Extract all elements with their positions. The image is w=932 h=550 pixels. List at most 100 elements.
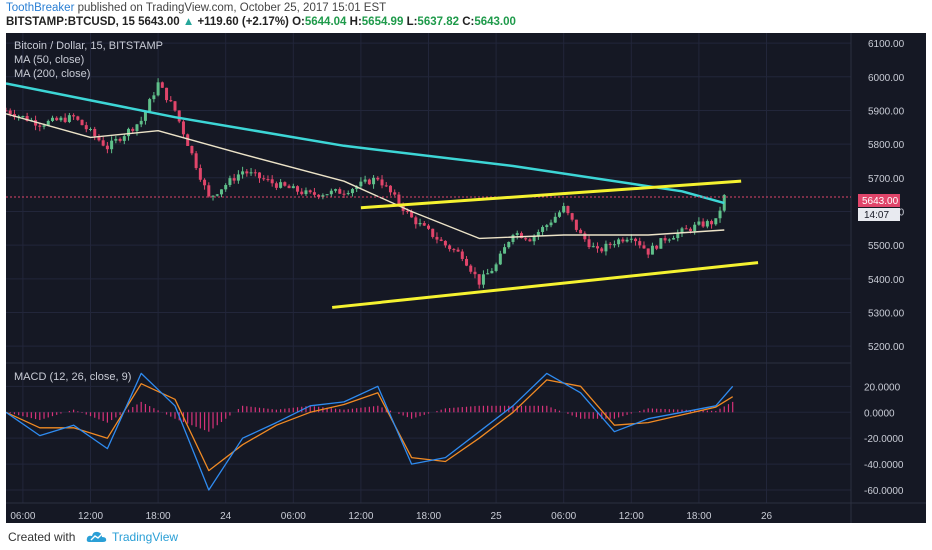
candle-body xyxy=(165,87,169,101)
candle-body xyxy=(536,231,540,236)
candle-body xyxy=(249,172,253,174)
grid-layer xyxy=(6,33,851,503)
signal-line xyxy=(5,379,734,472)
candle-body xyxy=(355,186,359,190)
candle-body xyxy=(418,223,422,225)
candle-body xyxy=(363,179,367,182)
candle-body xyxy=(287,185,291,189)
candle-body xyxy=(528,239,532,242)
candle-body xyxy=(258,172,261,179)
candle-body xyxy=(481,274,485,285)
tradingview-brand[interactable]: TradingView xyxy=(112,530,179,544)
time-tick-label: 12:00 xyxy=(78,511,103,522)
candle-body xyxy=(274,183,278,188)
price-tick-label: 5900.00 xyxy=(868,106,905,117)
high-value: 5654.99 xyxy=(361,16,404,28)
candle-body xyxy=(181,121,185,135)
candle-body xyxy=(207,185,211,197)
candle-body xyxy=(655,245,659,249)
ma50-line xyxy=(5,113,725,240)
candle-body xyxy=(608,243,612,245)
open-label: O: xyxy=(292,16,305,28)
author-link[interactable]: ToothBreaker xyxy=(6,2,75,14)
candle-body xyxy=(663,238,667,241)
price-tick-label: 5500.00 xyxy=(868,241,905,252)
chart-svg[interactable]: 6100.006000.005900.005800.005700.005600.… xyxy=(4,33,926,523)
candle-body xyxy=(118,138,122,141)
countdown-value: 14:07 xyxy=(864,210,889,221)
candle-body xyxy=(587,239,591,248)
candle-body xyxy=(553,216,557,223)
chart-area[interactable]: 6100.006000.005900.005800.005700.005600.… xyxy=(4,33,926,523)
macd-line xyxy=(5,372,734,491)
time-tick-label: 06:00 xyxy=(10,511,35,522)
candle-layer xyxy=(4,78,726,289)
candle-body xyxy=(110,140,114,150)
candle-body xyxy=(262,178,266,180)
candle-body xyxy=(105,145,109,150)
candle-body xyxy=(338,189,342,194)
candle-body xyxy=(625,239,629,242)
candle-body xyxy=(46,120,50,126)
candle-body xyxy=(452,249,456,251)
candle-body xyxy=(524,238,528,240)
candle-body xyxy=(642,245,646,249)
published-text: published on TradingView.com, October 25… xyxy=(77,2,387,14)
candle-body xyxy=(236,174,240,181)
legend-ma50: MA (50, close) xyxy=(14,54,84,66)
candle-body xyxy=(659,238,663,249)
candle-body xyxy=(431,228,435,237)
candle-body xyxy=(621,239,625,242)
macd-tick-label: 0.0000 xyxy=(864,408,895,419)
trendline xyxy=(360,179,742,210)
time-tick-label: 06:00 xyxy=(551,511,576,522)
time-tick-label: 18:00 xyxy=(146,511,171,522)
candle-body xyxy=(232,178,236,181)
macd-layer xyxy=(5,372,734,491)
candle-body xyxy=(427,225,430,229)
candle-body xyxy=(380,179,384,186)
candle-body xyxy=(545,225,549,228)
time-tick-label: 06:00 xyxy=(281,511,306,522)
candle-body xyxy=(156,82,160,96)
candle-body xyxy=(604,243,608,252)
candle-body xyxy=(241,171,245,175)
candle-body xyxy=(714,218,718,225)
candle-body xyxy=(63,117,67,122)
candle-body xyxy=(228,178,232,185)
legend-macd: MACD (12, 26, close, 9) xyxy=(14,371,131,383)
candle-body xyxy=(490,270,494,274)
macd-tick-label: -40.0000 xyxy=(864,460,904,471)
candle-body xyxy=(59,117,63,121)
candle-body xyxy=(397,194,401,205)
price-badge: 5643.00 14:07 xyxy=(858,194,900,221)
candle-body xyxy=(50,117,54,121)
macd-tick-label: -60.0000 xyxy=(864,486,904,497)
candle-body xyxy=(4,110,8,112)
candle-body xyxy=(448,245,452,250)
change-value: +119.60 (+2.17%) xyxy=(197,16,289,28)
candle-body xyxy=(190,145,194,154)
candle-body xyxy=(359,181,363,187)
candle-body xyxy=(705,221,709,227)
time-tick-label: 24 xyxy=(220,511,232,522)
footer: Created with TradingView xyxy=(0,524,932,550)
candle-body xyxy=(638,241,642,246)
candle-body xyxy=(507,241,511,248)
up-triangle-icon: ▲ xyxy=(182,16,195,28)
candle-body xyxy=(617,239,621,245)
candle-body xyxy=(688,228,692,232)
candle-body xyxy=(300,191,304,195)
candle-body xyxy=(570,213,574,220)
candle-body xyxy=(177,110,181,122)
candle-body xyxy=(89,128,92,130)
close-value: 5643.00 xyxy=(474,16,516,28)
candle-body xyxy=(372,177,376,185)
candle-body xyxy=(317,194,321,197)
price-tick-label: 5800.00 xyxy=(868,140,905,151)
candle-body xyxy=(697,221,701,225)
trend-layer xyxy=(332,179,759,309)
candle-body xyxy=(549,222,553,226)
candle-body xyxy=(8,110,12,115)
candle-body xyxy=(21,116,25,118)
